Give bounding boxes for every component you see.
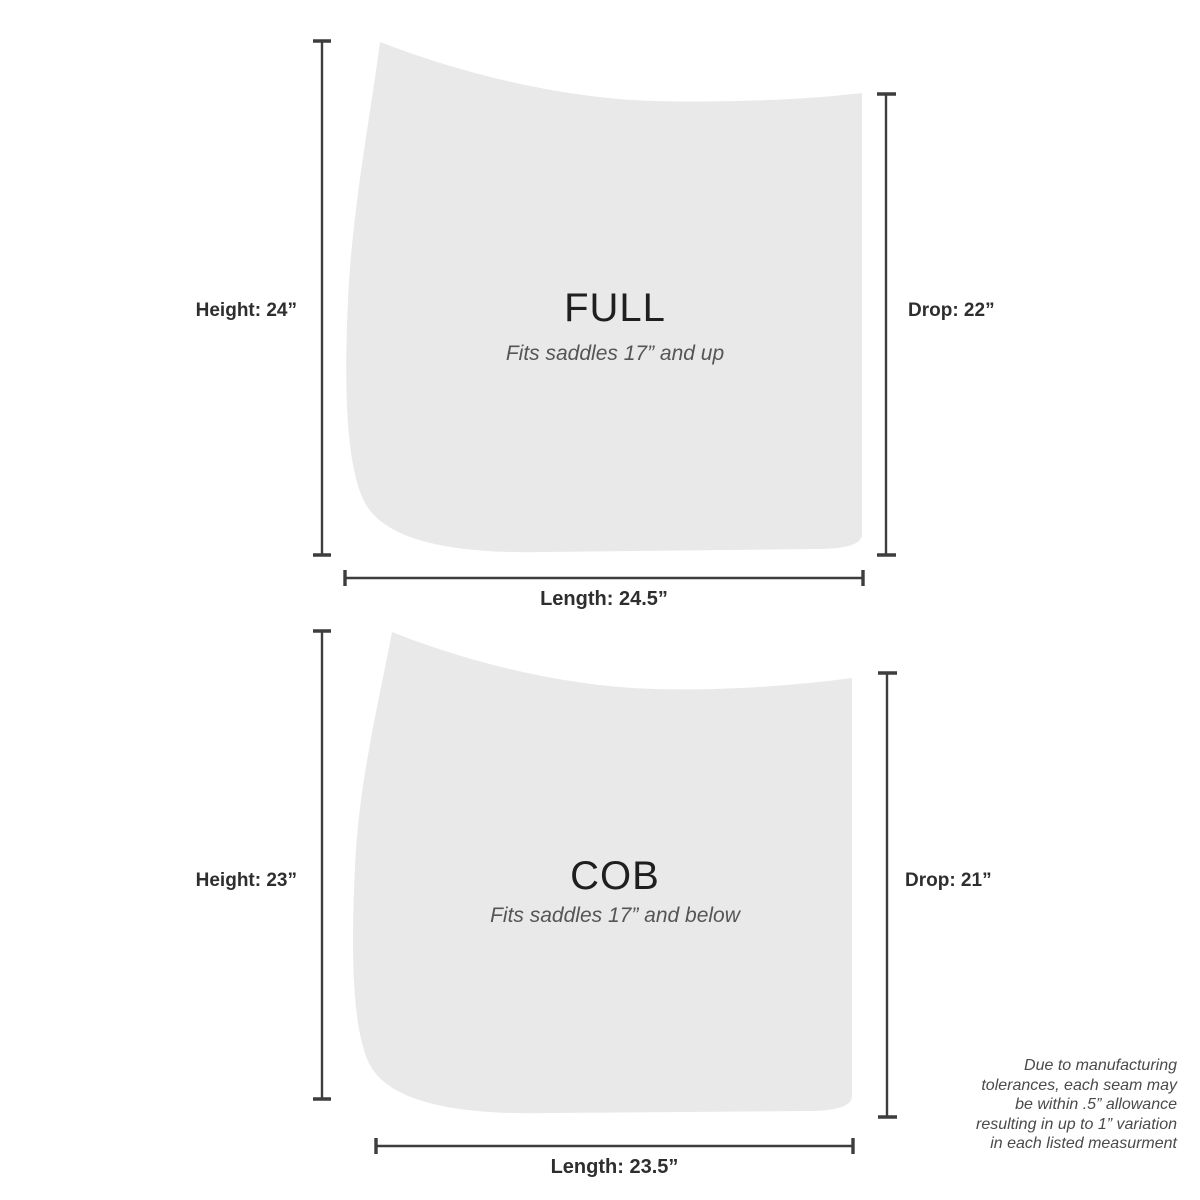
disclaimer-line: tolerances, each seam may — [981, 1076, 1177, 1094]
manufacturing-disclaimer: Due to manufacturing tolerances, each se… — [917, 1056, 1177, 1154]
cob-size-title: COB — [570, 854, 660, 898]
full-pad-shape — [346, 42, 862, 553]
full-length-label: Length: 24.5” — [540, 588, 668, 610]
full-length-measure-line — [343, 570, 865, 586]
disclaimer-line: resulting in up to 1” variation — [976, 1115, 1177, 1133]
full-height-measure-line — [313, 39, 331, 557]
cob-height-label: Height: 23” — [195, 870, 297, 891]
disclaimer-line: Due to manufacturing — [1024, 1057, 1177, 1074]
cob-drop-measure-line — [878, 671, 897, 1119]
cob-height-measure-line — [313, 629, 331, 1101]
disclaimer-line: in each listed measurment — [990, 1135, 1177, 1152]
full-height-label: Height: 24” — [195, 300, 297, 321]
cob-size-subtitle: Fits saddles 17” and below — [490, 904, 740, 927]
full-size-subtitle: Fits saddles 17” and up — [505, 342, 725, 365]
cob-length-label: Length: 23.5” — [550, 1156, 679, 1178]
disclaimer-line: be within .5” allowance — [1015, 1096, 1177, 1113]
full-size-title: FULL — [564, 286, 666, 330]
cob-pad-shape — [353, 632, 852, 1114]
full-drop-label: Drop: 22” — [908, 300, 995, 321]
full-drop-measure-line — [877, 92, 896, 557]
cob-length-measure-line — [374, 1138, 855, 1154]
cob-drop-label: Drop: 21” — [905, 870, 992, 891]
